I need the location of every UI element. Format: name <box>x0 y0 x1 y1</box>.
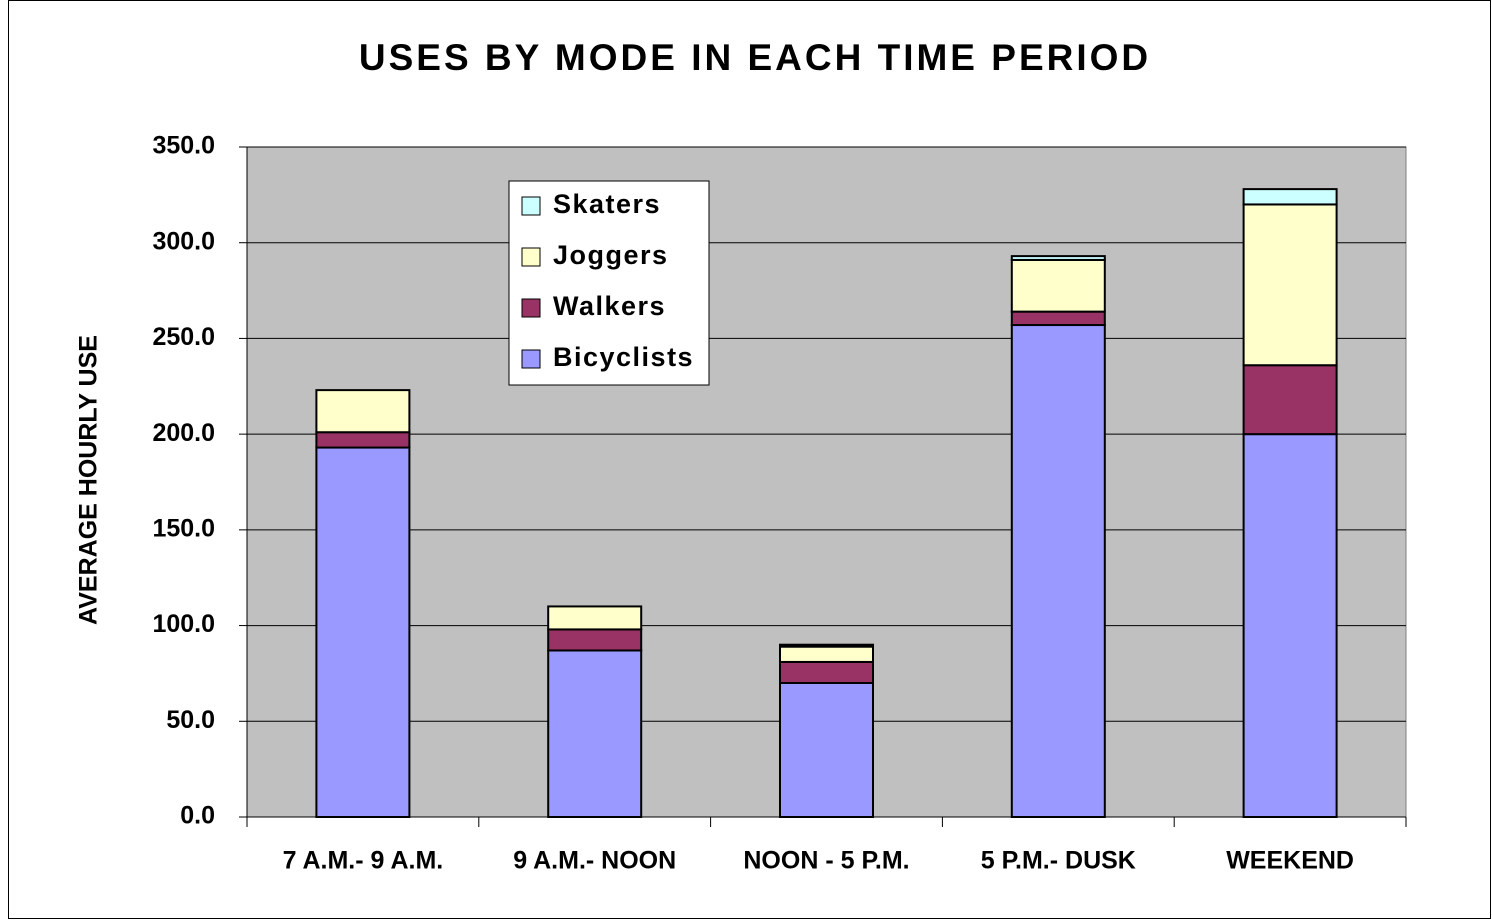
bar-segment <box>779 645 874 663</box>
bar-segment <box>779 660 874 685</box>
x-tick-label: NOON - 5 P.M. <box>743 847 909 875</box>
legend-swatch <box>521 298 541 318</box>
bar-segment <box>1242 203 1338 367</box>
bar-segment <box>1242 188 1338 206</box>
bar-segment <box>315 446 411 818</box>
x-tick-label: 5 P.M.- DUSK <box>981 847 1136 875</box>
bar-segment <box>779 682 874 818</box>
bar-segment <box>315 431 411 449</box>
legend-label: Skaters <box>553 189 661 219</box>
y-tick-label: 0.0 <box>180 802 215 830</box>
bar-segment <box>1010 255 1106 261</box>
bar-segment <box>1010 324 1106 818</box>
legend-label: Walkers <box>553 291 666 321</box>
bar-segment <box>315 389 411 434</box>
bar-segment <box>547 605 643 631</box>
chart-title: USES BY MODE IN EACH TIME PERIOD <box>359 37 1151 78</box>
bar-segment <box>547 649 643 819</box>
y-tick-label: 100.0 <box>152 610 215 638</box>
y-tick-label: 150.0 <box>152 514 215 542</box>
x-tick-label: 9 A.M.- NOON <box>513 847 676 875</box>
legend-label: Joggers <box>553 240 669 270</box>
legend-label: Bicyclists <box>553 342 694 372</box>
legend-box <box>508 180 710 386</box>
x-tick-label: 7 A.M.- 9 A.M. <box>283 847 444 875</box>
bar-segment <box>779 643 874 648</box>
bar-segment <box>1010 258 1106 313</box>
legend-swatch <box>521 349 541 369</box>
bar-segment <box>1242 364 1338 436</box>
y-tick-label: 200.0 <box>152 419 215 447</box>
y-tick-label: 50.0 <box>166 706 215 734</box>
legend-swatch <box>521 196 541 216</box>
y-tick-label: 350.0 <box>152 132 215 160</box>
x-tick-label: WEEKEND <box>1226 847 1354 875</box>
y-tick-label: 300.0 <box>152 227 215 255</box>
bar-segment <box>1242 433 1338 818</box>
bar-segment <box>547 628 643 652</box>
legend-swatch <box>521 247 541 267</box>
y-axis-label: AVERAGE HOURLY USE <box>75 335 103 625</box>
bar-segment <box>1010 310 1106 327</box>
y-tick-label: 250.0 <box>152 323 215 351</box>
